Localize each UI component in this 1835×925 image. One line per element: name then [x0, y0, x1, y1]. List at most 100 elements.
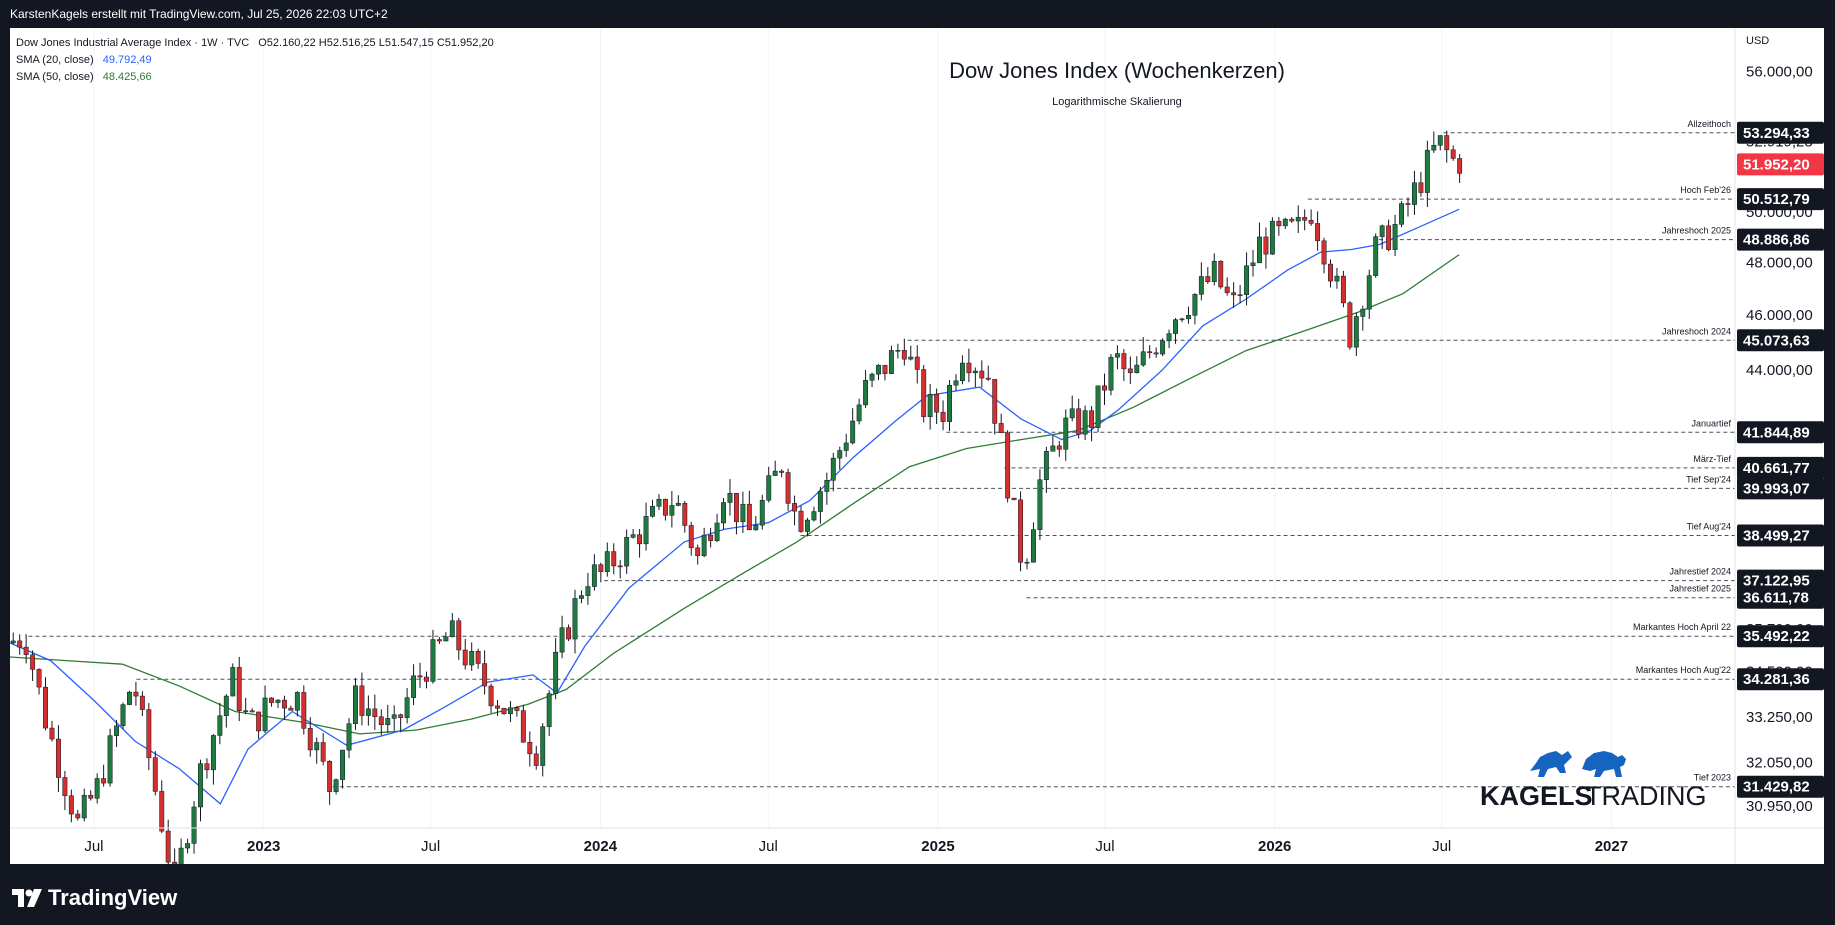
x-tick-label: Jul — [84, 838, 103, 855]
candle-down — [798, 510, 804, 532]
candle-up — [430, 639, 436, 682]
candle-up — [701, 534, 707, 557]
candle-down — [637, 534, 643, 545]
candle-up — [1069, 408, 1075, 419]
candle-down — [1147, 351, 1153, 354]
candle-down — [598, 564, 604, 572]
candle-up — [333, 779, 339, 792]
candle-down — [882, 364, 888, 374]
candle-up — [824, 480, 830, 492]
level-price-label: 38.499,27 — [1743, 527, 1810, 544]
candle-down — [1076, 408, 1082, 435]
candle-down — [520, 710, 526, 743]
level-price-tag — [1737, 188, 1824, 211]
candle-down — [979, 370, 985, 379]
candle-down — [243, 710, 249, 712]
candle-up — [1173, 319, 1178, 334]
candle-up — [766, 475, 772, 501]
level-price-label: 37.122,95 — [1743, 573, 1810, 590]
level-price-label: 35.492,22 — [1743, 628, 1810, 645]
x-tick-label: 2023 — [247, 838, 280, 855]
candle-down — [1224, 286, 1230, 294]
level-price-tag — [1737, 569, 1824, 592]
candle-down — [424, 676, 429, 682]
candle-up — [1140, 351, 1146, 366]
x-tick-label: 2026 — [1258, 838, 1291, 855]
kagels-trading-watermark: KAGELS TRADING — [1480, 751, 1707, 811]
candle-down — [779, 470, 785, 473]
level-price-label: 50.512,79 — [1743, 191, 1810, 208]
legend-sma50-label: SMA (50, close) — [16, 71, 94, 83]
candle-up — [1244, 265, 1250, 295]
chart-frame: Allzeithoch Hoch Feb'26 Jahreshoch 2025 Jah… — [10, 28, 1824, 864]
candle-down — [1102, 385, 1107, 391]
candle-down — [307, 728, 313, 751]
candle-up — [895, 350, 901, 352]
candle-down — [55, 738, 61, 778]
candle-up — [811, 511, 817, 521]
candle-up — [411, 675, 417, 698]
candle-down — [1263, 236, 1269, 255]
level-name: Markantes Hoch April 22 — [1633, 622, 1731, 632]
candle-down — [256, 711, 262, 732]
candle-down — [733, 493, 739, 523]
header-bar: KarstenKagels erstellt mit TradingView.c… — [0, 0, 1835, 28]
candle-up — [1134, 364, 1140, 374]
candle-down — [17, 640, 23, 648]
candle-up — [540, 726, 546, 766]
level-name: Tief Aug'24 — [1687, 521, 1731, 531]
candle-down — [527, 741, 533, 755]
level-price-label: 48.886,86 — [1743, 232, 1810, 249]
candle-up — [107, 735, 113, 784]
candle-down — [934, 393, 940, 413]
candle-up — [275, 699, 281, 703]
candle-up — [1237, 294, 1243, 296]
y-tick-label: 32.050,00 — [1746, 755, 1813, 772]
level-name: Hoch Feb'26 — [1680, 185, 1731, 195]
x-tick-label: Jul — [1432, 838, 1451, 855]
candle-up — [127, 691, 132, 705]
y-tick-label: 46.000,00 — [1746, 307, 1813, 324]
candle-down — [398, 714, 404, 718]
level-name: Tief Sep'24 — [1686, 474, 1731, 484]
candle-up — [579, 595, 584, 599]
candle-up — [230, 667, 236, 697]
tradingview-logo[interactable]: TradingView — [12, 885, 177, 911]
candle-down — [456, 620, 462, 651]
candle-up — [546, 693, 552, 727]
candle-up — [365, 708, 371, 716]
candle-up — [817, 491, 823, 512]
candle-down — [417, 675, 423, 678]
candle-down — [566, 627, 571, 640]
candle-down — [101, 778, 107, 784]
candle-down — [1276, 220, 1282, 227]
candle-down — [320, 742, 326, 762]
chart[interactable]: Allzeithoch Hoch Feb'26 Jahreshoch 2025 Jah… — [10, 28, 1824, 864]
chart-titles: Dow Jones Index (Wochenkerzen) Logarithm… — [949, 58, 1285, 108]
axes: USD 56.000,00 48.000,00 46.000,00 44.000,00 3… — [10, 28, 1824, 864]
last-price-label: 51.952,20 — [1743, 156, 1810, 173]
candle-up — [185, 843, 191, 849]
candle-down — [462, 649, 468, 666]
candle-up — [1114, 353, 1120, 358]
candle-down — [68, 795, 74, 815]
candle-up — [1411, 182, 1417, 205]
level-name: Allzeithoch — [1687, 119, 1731, 129]
candle-down — [139, 695, 145, 710]
candle-up — [81, 794, 87, 819]
candle-down — [1321, 240, 1327, 265]
candle-up — [1399, 203, 1404, 225]
candle-down — [1153, 352, 1159, 355]
level-price-tag — [1737, 775, 1824, 798]
candle-down — [1386, 225, 1392, 250]
chart-legend: Dow Jones Industrial Average Index · 1W … — [16, 37, 494, 83]
level-name: Jahreshoch 2025 — [1662, 226, 1731, 236]
candle-up — [837, 450, 843, 459]
candle-down — [501, 708, 507, 715]
candle-down — [1018, 499, 1024, 563]
candle-up — [1050, 445, 1056, 452]
candle-up — [1043, 451, 1049, 481]
candle-up — [1108, 356, 1114, 391]
candle-down — [359, 685, 365, 716]
candle-up — [1392, 224, 1398, 250]
